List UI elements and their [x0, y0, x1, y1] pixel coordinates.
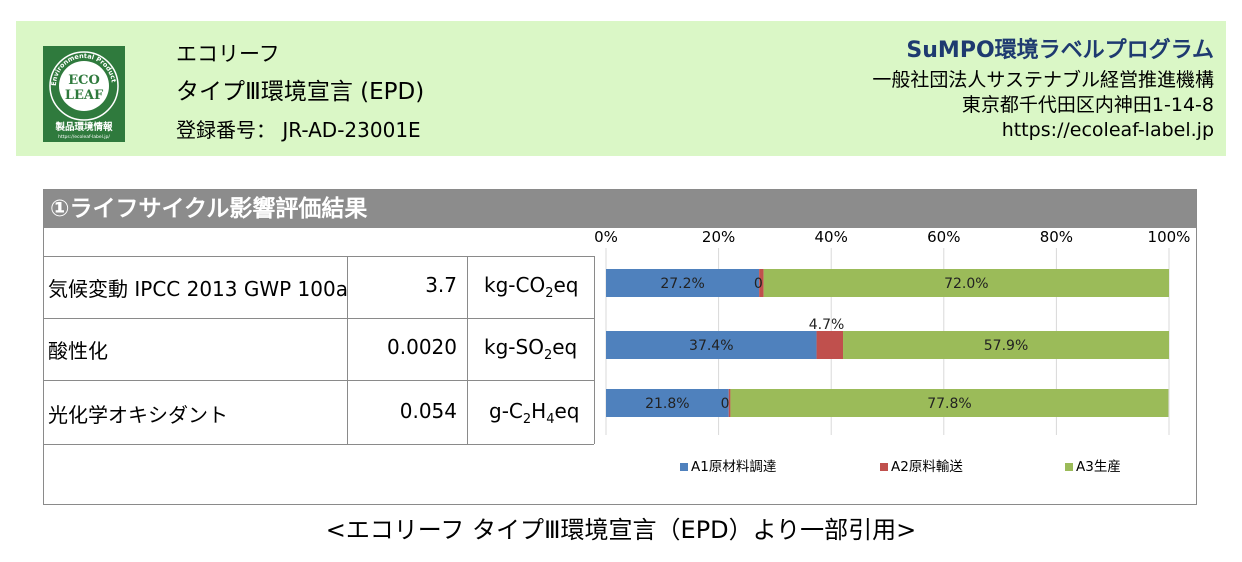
column-divider [347, 256, 348, 444]
indicator-unit: kg-SO2eq [484, 335, 578, 363]
bar-segment [763, 269, 1169, 297]
data-label: 27.2% [660, 276, 704, 292]
table-divider [44, 444, 594, 445]
bar-segment [816, 331, 844, 359]
column-divider [594, 256, 595, 444]
indicator-unit: kg-CO2eq [484, 273, 579, 301]
indicator-unit: g-C2H4eq [489, 399, 580, 427]
bar-segment [606, 331, 817, 359]
x-tick-label: 0% [595, 228, 618, 246]
section-title: ①ライフサイクル影響評価結果 [44, 190, 1196, 228]
data-label: 57.9% [984, 338, 1028, 354]
citation-caption: <エコリーフ タイプⅢ環境宣言（EPD）より一部引用> [325, 516, 917, 544]
indicator-value: 0.0020 [387, 335, 457, 359]
column-divider [467, 256, 468, 444]
header-banner: Environmental Product Declaration ECO LE… [16, 21, 1226, 156]
organization-info: SuMPO環境ラベルプログラム 一般社団法人サステナブル経営推進機構 東京都千代… [872, 35, 1214, 143]
data-label: 77.8% [927, 396, 971, 412]
bar-segment [606, 269, 760, 297]
logo-label: 製品環境情報 [54, 121, 113, 133]
lcia-stacked-bar-chart: 0%20%40%60%80%100%27.2%0.8%72.0%37.4%4.7… [595, 228, 1191, 475]
org-url: https://ecoleaf-label.jp [1001, 119, 1214, 141]
indicator-name: 酸性化 [48, 339, 108, 363]
legend-swatch [880, 463, 888, 471]
ecoleaf-logo: Environmental Product Declaration ECO LE… [43, 46, 125, 142]
x-tick-label: 60% [927, 228, 960, 246]
table-row: 光化学オキシダント 0.054 g-C2H4eq [44, 380, 594, 445]
logo-leaf: LEAF [65, 88, 104, 103]
x-tick-label: 100% [1148, 228, 1191, 246]
data-label: 37.4% [689, 338, 733, 354]
org-address: 東京都千代田区内神田1-14-8 [961, 94, 1214, 116]
bar-segment [728, 389, 731, 417]
x-tick-label: 40% [815, 228, 848, 246]
bar-segment [843, 331, 1169, 359]
data-label: 72.0% [944, 276, 988, 292]
bar-segment [759, 269, 764, 297]
bar-segment [730, 389, 1169, 417]
data-label: 4.7% [809, 317, 845, 333]
program-name: エコリーフ [176, 42, 280, 66]
declaration-info: エコリーフ タイプⅢ環境宣言 (EPD) 登録番号： JR-AD-23001E [176, 35, 424, 149]
indicator-value: 0.054 [399, 399, 457, 423]
legend-label: A1原材料調達 [691, 459, 777, 475]
lcia-results-panel: ①ライフサイクル影響評価結果 気候変動 IPCC 2013 GWP 100a 3… [43, 189, 1197, 505]
indicator-name: 光化学オキシダント [48, 403, 228, 427]
data-label: 21.8% [645, 396, 689, 412]
bar-segment [606, 389, 729, 417]
org-line: 一般社団法人サステナブル経営推進機構 [872, 69, 1214, 91]
logo-eco: ECO [68, 73, 100, 88]
registration-number: 登録番号： JR-AD-23001E [176, 118, 421, 142]
indicator-value: 3.7 [425, 273, 457, 297]
indicator-name: 気候変動 IPCC 2013 GWP 100a [48, 277, 348, 301]
declaration-type: タイプⅢ環境宣言 (EPD) [176, 79, 425, 105]
org-name: SuMPO環境ラベルプログラム [906, 38, 1214, 63]
legend-swatch [1065, 463, 1073, 471]
legend-label: A3生産 [1076, 459, 1121, 475]
logo-url: https://ecoleaf-label.jp/ [58, 134, 110, 140]
x-tick-label: 80% [1040, 228, 1073, 246]
legend-label: A2原料輸送 [891, 459, 963, 475]
x-tick-label: 20% [702, 228, 735, 246]
table-row: 酸性化 0.0020 kg-SO2eq [44, 318, 594, 381]
legend-swatch [680, 463, 688, 471]
table-row: 気候変動 IPCC 2013 GWP 100a 3.7 kg-CO2eq [44, 256, 594, 319]
